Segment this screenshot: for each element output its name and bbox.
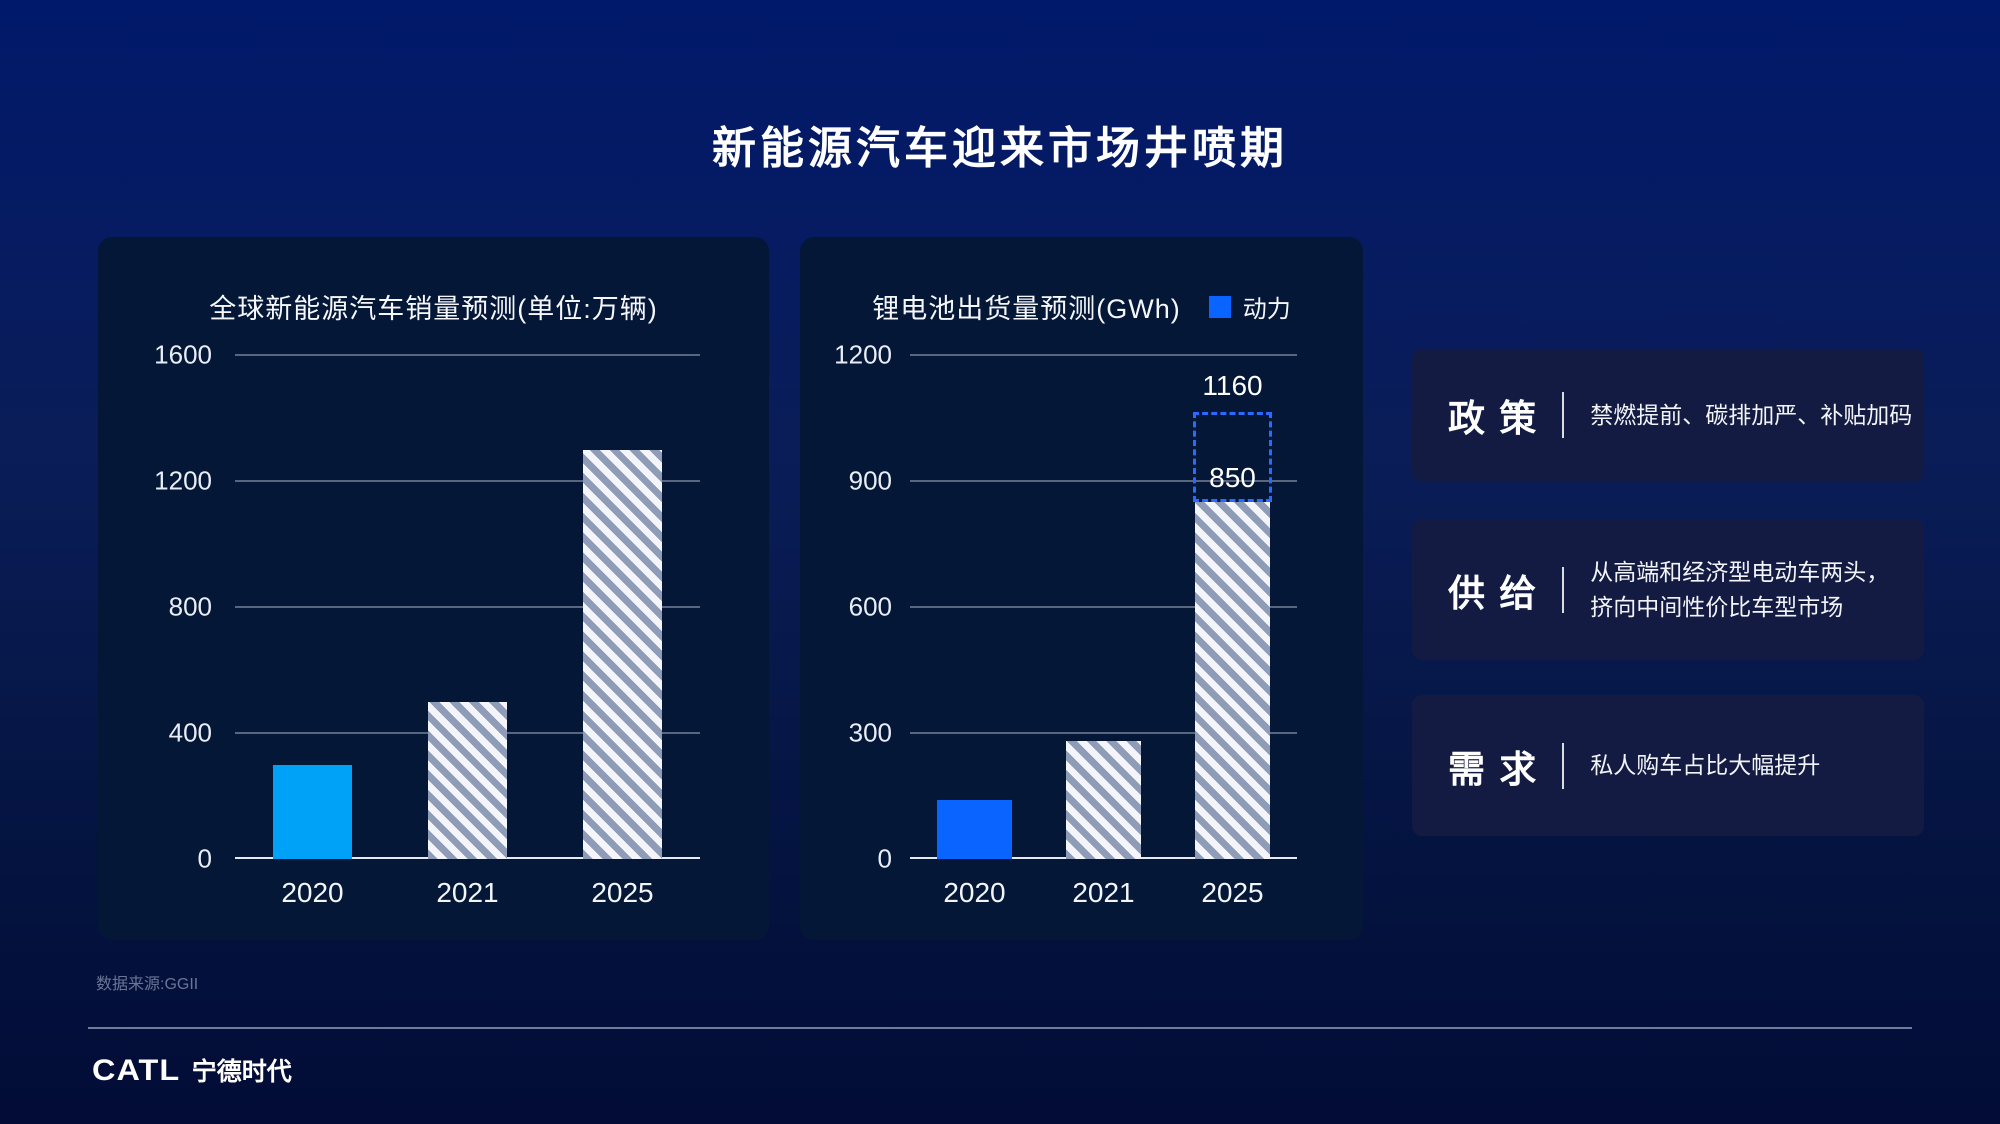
chart-card-battery-shipments: 锂电池出货量预测(GWh) 动力 0 300 600 900 1200 2020 2021 2… <box>800 237 1363 940</box>
data-source-note: 数据来源:GGII <box>96 976 199 993</box>
gridline-300 <box>910 732 1297 734</box>
y-tick-1200: 1200 <box>834 339 892 370</box>
x-tick-2020: 2020 <box>281 877 344 908</box>
chart-card-nev-sales: 全球新能源汽车销量预测(单位:万辆) 0 400 800 1200 1600 2020 20… <box>98 237 769 940</box>
catl-logo-latin: CATL <box>92 1054 181 1087</box>
y-tick-0: 0 <box>877 843 892 874</box>
legend-label: 动力 <box>1242 296 1291 323</box>
chart-title-battery: 锂电池出货量预测(GWh) <box>872 294 1181 324</box>
bar-value-label: 850 <box>1209 462 1256 493</box>
chart-header-nev-sales: 全球新能源汽车销量预测(单位:万辆) <box>98 287 769 326</box>
bar-2021 <box>428 701 507 859</box>
battery-shipments-plot: 0 300 600 900 1200 2020 2021 2025 1160 850 <box>834 340 1297 908</box>
gridline-900 <box>910 480 1297 482</box>
footer-divider <box>88 1027 1912 1029</box>
panel-supply-title: 供 给 <box>1448 572 1539 614</box>
x-tick-2025: 2025 <box>1201 877 1264 908</box>
x-tick-2020: 2020 <box>943 877 1006 908</box>
panel-divider <box>1562 742 1565 789</box>
dashed-forecast-box <box>1193 411 1272 502</box>
catl-logo: CATL 宁德时代 <box>92 1052 292 1088</box>
panel-supply-desc: 从高端和经济型电动车两头， 挤向中间性价比车型市场 <box>1590 559 1890 620</box>
y-tick-0: 0 <box>197 843 212 874</box>
panel-demand-desc: 私人购车占比大幅提升 <box>1590 752 1821 779</box>
panel-divider <box>1562 392 1565 438</box>
panel-demand-title: 需 求 <box>1448 748 1539 790</box>
catl-logo-cjk: 宁德时代 <box>191 1058 292 1086</box>
y-tick-600: 600 <box>848 591 892 622</box>
x-tick-2021: 2021 <box>436 877 499 908</box>
gridline-1200 <box>235 480 700 482</box>
panel-supply: 供 给 从高端和经济型电动车两头， 挤向中间性价比车型市场 <box>1412 519 1924 660</box>
chart-header-battery: 锂电池出货量预测(GWh) 动力 <box>800 287 1363 326</box>
bar-2025 <box>583 449 662 859</box>
panel-policy: 政 策 禁燃提前、碳排加严、补贴加码 <box>1412 349 1924 481</box>
panel-policy-title: 政 策 <box>1448 398 1539 439</box>
chart-title-nev-sales: 全球新能源汽车销量预测(单位:万辆) <box>209 294 658 324</box>
panel-demand: 需 求 私人购车占比大幅提升 <box>1412 695 1924 836</box>
bar-2025 <box>1195 502 1270 859</box>
legend: 动力 <box>1208 289 1291 324</box>
y-tick-300: 300 <box>848 717 892 748</box>
panel-policy-desc: 禁燃提前、碳排加严、补贴加码 <box>1590 401 1913 428</box>
bar-2020 <box>273 764 352 859</box>
x-tick-2025: 2025 <box>591 877 654 908</box>
y-tick-1600: 1600 <box>154 339 212 370</box>
page-title: 新能源汽车迎来市场井喷期 <box>712 124 1288 173</box>
bar-2020 <box>937 800 1012 859</box>
y-tick-800: 800 <box>168 591 212 622</box>
total-value-label: 1160 <box>1202 369 1263 401</box>
y-tick-400: 400 <box>168 717 212 748</box>
gridline-1600 <box>235 354 700 356</box>
gridline-1200 <box>910 354 1297 356</box>
y-tick-900: 900 <box>848 465 892 496</box>
nev-sales-plot: 0 400 800 1200 1600 2020 2021 2025 <box>154 340 700 908</box>
bar-2021 <box>1066 741 1141 859</box>
y-tick-1200: 1200 <box>154 465 212 496</box>
gridline-600 <box>910 606 1297 608</box>
legend-swatch <box>1208 295 1231 318</box>
panel-divider <box>1562 566 1565 613</box>
gridline-800 <box>235 606 700 608</box>
x-tick-2021: 2021 <box>1072 877 1135 908</box>
